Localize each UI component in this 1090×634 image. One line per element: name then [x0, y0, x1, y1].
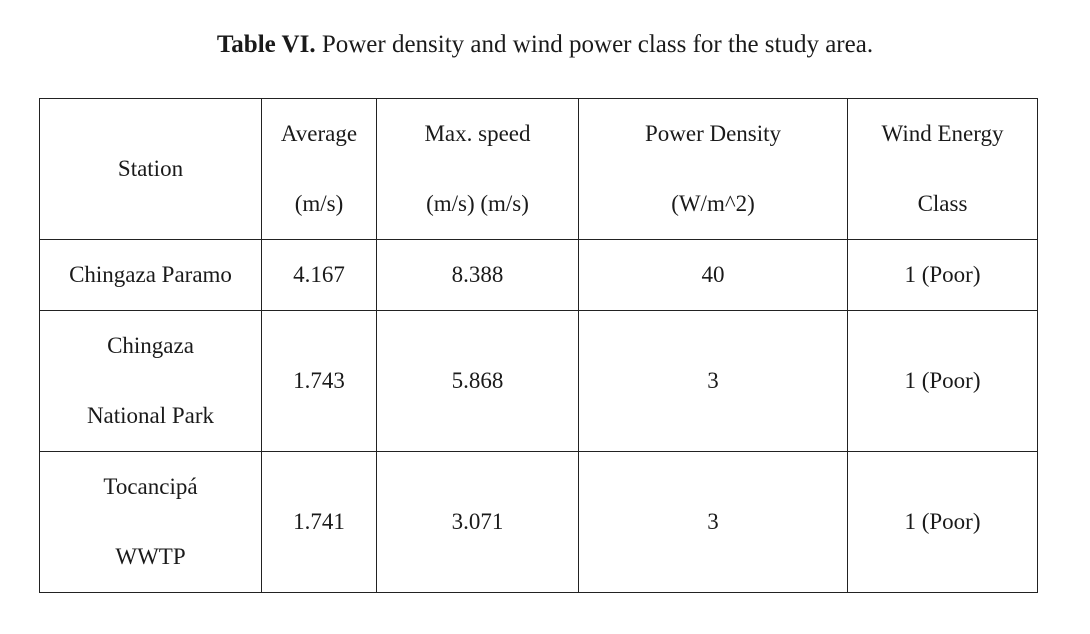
cell-max-speed: 5.868 [376, 310, 579, 452]
header-power-density-line2: (W/m^2) [671, 191, 755, 216]
data-table: Station Average (m/s) Max. speed (m/s) (… [39, 98, 1038, 593]
header-wind-class-line2: Class [917, 191, 968, 216]
cell-wind-class: 1 (Poor) [847, 239, 1038, 311]
cell-wind-class: 1 (Poor) [847, 451, 1038, 593]
header-power-density-line1: Power Density [644, 121, 782, 146]
header-max-speed: Max. speed (m/s) (m/s) [376, 98, 579, 240]
cell-power-density: 3 [578, 310, 848, 452]
table-row: Chingaza Paramo 4.167 8.388 40 1 (Poor) [39, 239, 1038, 311]
header-station: Station [39, 98, 262, 240]
cell-average: 1.743 [261, 310, 377, 452]
cell-max-speed: 3.071 [376, 451, 579, 593]
header-wind-class-line1: Wind Energy [881, 121, 1004, 146]
header-max-speed-line1: Max. speed [424, 121, 531, 146]
cell-average: 4.167 [261, 239, 377, 311]
table-row: Chingaza National Park 1.743 5.868 3 1 (… [39, 310, 1038, 452]
station-name-line2: National Park [86, 403, 215, 428]
cell-station: Tocancipá WWTP [39, 451, 262, 593]
cell-max-speed: 8.388 [376, 239, 579, 311]
station-name-line1: Tocancipá [103, 474, 198, 499]
header-average-line1: Average [280, 121, 358, 146]
cell-average: 1.741 [261, 451, 377, 593]
caption-label: Table VI. [216, 31, 316, 58]
cell-station: Chingaza National Park [39, 310, 262, 452]
cell-power-density: 3 [578, 451, 848, 593]
cell-power-density: 40 [578, 239, 848, 311]
header-station-label: Station [117, 156, 184, 181]
station-name-line1: Chingaza [107, 333, 194, 358]
table-row: Tocancipá WWTP 1.741 3.071 3 1 (Poor) [39, 451, 1038, 593]
header-power-density: Power Density (W/m^2) [578, 98, 848, 240]
station-name: Chingaza Paramo [69, 262, 232, 287]
caption-text: Power density and wind power class for t… [321, 31, 874, 58]
cell-station: Chingaza Paramo [39, 239, 262, 311]
header-average-line2: (m/s) [294, 191, 344, 216]
header-average: Average (m/s) [261, 98, 377, 240]
station-name-line2: WWTP [115, 544, 186, 569]
header-wind-class: Wind Energy Class [847, 98, 1038, 240]
cell-wind-class: 1 (Poor) [847, 310, 1038, 452]
header-max-speed-line2: (m/s) (m/s) [426, 191, 529, 216]
table-caption: Table VI. Power density and wind power c… [0, 28, 1090, 62]
table-header-row: Station Average (m/s) Max. speed (m/s) (… [39, 98, 1038, 240]
